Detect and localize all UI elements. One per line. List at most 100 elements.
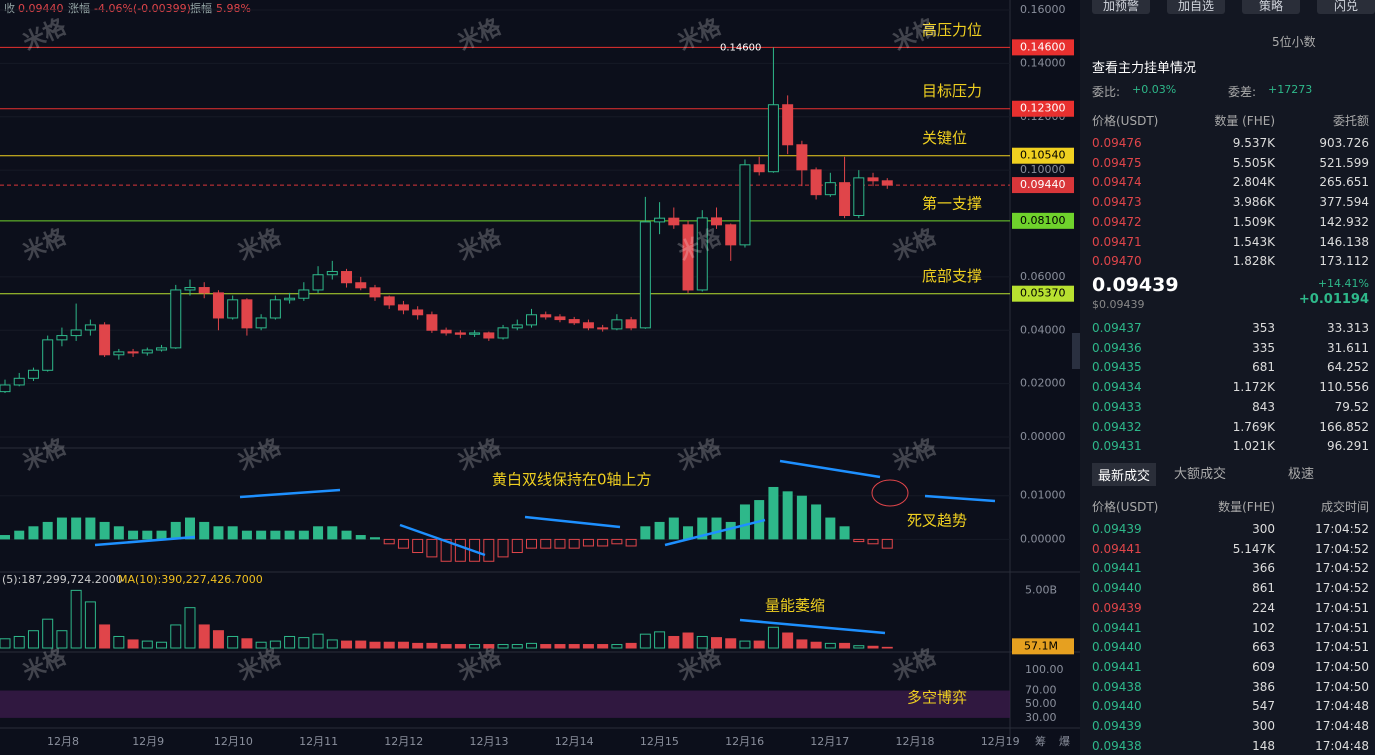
candle-body: [298, 289, 310, 299]
level-tag: [1012, 285, 1074, 302]
y-tick-label: 0.04000: [1020, 323, 1066, 336]
volume-bar: [184, 607, 196, 649]
volume-bar: [13, 635, 25, 649]
arrow: [524, 515, 621, 529]
level-tag-label: 0.08100: [1020, 214, 1066, 227]
level-tag: [1012, 212, 1074, 229]
candle-body: [654, 217, 666, 223]
macd-bar: [369, 537, 380, 540]
trade-cell: 17:04:52: [1315, 561, 1369, 576]
candle-body: [269, 299, 281, 319]
candle-body: [796, 144, 808, 171]
bid-cell: 0.09434: [1092, 380, 1142, 395]
macd-bar: [341, 530, 352, 540]
candle-body: [497, 327, 509, 339]
ask-cell: 903.726: [1319, 136, 1369, 150]
y-tick-label: 0.10000: [1020, 163, 1066, 176]
candle-body: [668, 217, 680, 226]
macd-bar: [568, 538, 580, 549]
trade-cell: 17:04:48: [1315, 738, 1369, 753]
bid-cell: 79.52: [1334, 399, 1369, 414]
change-value: -4.06%(-0.00399): [94, 2, 191, 15]
volume-bar: [255, 641, 267, 649]
macd-bar: [199, 521, 210, 540]
macd-bar: [683, 526, 694, 540]
trade-cell: 17:04:50: [1315, 679, 1369, 694]
trade-cell: 5.147K: [1232, 541, 1275, 556]
volume-bar: [611, 644, 623, 649]
trade-cell: 547: [1252, 699, 1275, 714]
volume-bar: [227, 635, 239, 649]
x-tick-label: 12月15: [640, 735, 679, 748]
candle-body: [597, 327, 609, 330]
volume-bar: [284, 635, 296, 649]
trade-cell: 0.09440: [1092, 640, 1142, 655]
volume-bar: [127, 639, 139, 649]
trade-cell: 300: [1252, 522, 1275, 536]
panel-button[interactable]: 策略: [1242, 0, 1300, 14]
macd-bar: [540, 538, 552, 549]
candle-body: [426, 314, 438, 331]
candle-body: [753, 164, 765, 173]
volume-bar: [56, 630, 68, 649]
decimals-select[interactable]: 5位小数: [1272, 35, 1316, 49]
candle-body: [99, 324, 111, 356]
x-tick-label: 12月10: [214, 735, 253, 748]
macd-bar: [142, 530, 153, 540]
ask-cell: 265.651: [1319, 175, 1369, 190]
volume-bar: [156, 641, 168, 649]
panel-button[interactable]: 加预警: [1092, 0, 1150, 14]
volume-bar: [824, 642, 836, 649]
change-pct: +14.41%: [1317, 277, 1369, 290]
candle-body: [156, 347, 168, 351]
panel-button[interactable]: 闪兑: [1317, 0, 1375, 14]
change-label: 涨幅: [68, 2, 90, 15]
trade-cell: 17:04:51: [1315, 620, 1369, 635]
collapse-handle[interactable]: [1072, 333, 1080, 369]
trade-tab[interactable]: 极速: [1288, 467, 1315, 482]
candle-body: [326, 271, 338, 276]
candle-body: [696, 217, 708, 291]
level-tag-label: 0.09440: [1020, 178, 1066, 191]
candle-body: [483, 332, 495, 339]
bid-cell: 0.09432: [1092, 419, 1142, 434]
volume-bar: [141, 640, 153, 649]
candle-body: [611, 319, 623, 330]
candle-body: [454, 332, 466, 335]
x-tick-label: 12月9: [132, 735, 164, 748]
candle-body: [355, 282, 367, 289]
candle-body: [170, 289, 182, 349]
bid-cell: 64.252: [1327, 360, 1369, 375]
macd-bar: [0, 535, 10, 540]
volume-bar: [739, 640, 751, 649]
y-tick-label: 100.00: [1025, 663, 1064, 676]
candle-body: [767, 104, 779, 173]
panel-button[interactable]: 加自选: [1167, 0, 1225, 14]
main-orders-link[interactable]: 查看主力挂单情况: [1092, 61, 1197, 76]
macd-bar: [184, 517, 195, 540]
ask-cell: 1.509K: [1232, 214, 1275, 229]
macd-bar: [397, 538, 409, 549]
macd-bar: [654, 521, 665, 540]
ask-cell: 9.537K: [1232, 136, 1275, 150]
macd-bar: [270, 530, 281, 540]
trade-tab[interactable]: 大额成交: [1174, 467, 1227, 482]
candle-body: [881, 180, 893, 186]
volume-bar: [483, 644, 495, 649]
candle-body: [853, 177, 865, 216]
arrow: [399, 523, 486, 557]
y-tick-label: 0.06000: [1020, 270, 1066, 283]
trade-cell: 0.09438: [1092, 679, 1142, 694]
macd-bar: [313, 526, 324, 540]
volume-bar: [269, 640, 281, 649]
volume-bar: [839, 642, 851, 649]
trade-tab[interactable]: 最新成交: [1092, 463, 1157, 486]
bid-cell: 353: [1252, 321, 1275, 335]
candle-body: [198, 287, 210, 294]
trade-header: 价格(USDT): [1092, 500, 1159, 514]
ask-cell: 0.09472: [1092, 214, 1142, 229]
macd-bar: [426, 538, 438, 558]
ratio-label: 委比:: [1092, 85, 1121, 99]
candle-body: [511, 324, 523, 329]
macd-bar: [739, 504, 750, 540]
